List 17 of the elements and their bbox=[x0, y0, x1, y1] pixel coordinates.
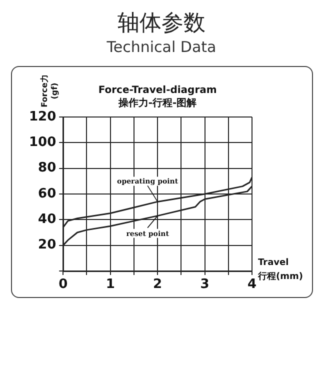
y-axis-title: Force力 (gf) bbox=[40, 74, 59, 108]
x-tick-label: 3 bbox=[200, 276, 209, 292]
chart-title: 轴体参数 bbox=[116, 10, 206, 38]
chart-subtitle: Technical Data bbox=[106, 38, 218, 56]
y-tick-label: 100 bbox=[28, 135, 56, 150]
x-tick-label: 2 bbox=[152, 276, 162, 292]
y-tick-label: 80 bbox=[38, 160, 56, 176]
x-tick-label: 0 bbox=[58, 276, 68, 292]
y-tick-label: 60 bbox=[38, 186, 56, 202]
x-axis-title: Travel 行程(mm) bbox=[256, 258, 302, 282]
text: Force-Travel-diagram bbox=[98, 85, 216, 96]
y-tick-label: 120 bbox=[28, 109, 56, 124]
x-tick-label: 1 bbox=[105, 276, 114, 292]
text: 操作力-行程-图解 bbox=[116, 97, 196, 109]
y-tick-label: 20 bbox=[38, 238, 56, 253]
y-tick-label: 40 bbox=[38, 212, 56, 228]
x-tick-label: 4 bbox=[246, 276, 256, 292]
